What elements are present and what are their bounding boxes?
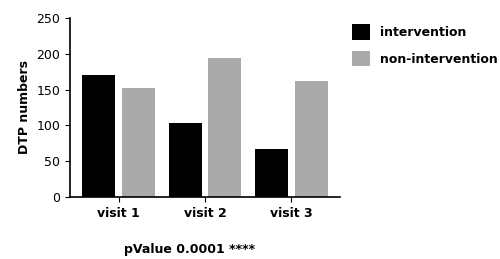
Text: pValue 0.0001 ****: pValue 0.0001 **** (124, 243, 256, 256)
Legend: intervention, non-intervention: intervention, non-intervention (352, 24, 498, 66)
Bar (168, 123, 202, 197)
Bar (295, 81, 328, 197)
Bar (208, 58, 242, 197)
Bar (82, 75, 115, 197)
Y-axis label: DTP numbers: DTP numbers (18, 61, 31, 154)
Bar (255, 149, 288, 197)
Bar (122, 88, 155, 197)
